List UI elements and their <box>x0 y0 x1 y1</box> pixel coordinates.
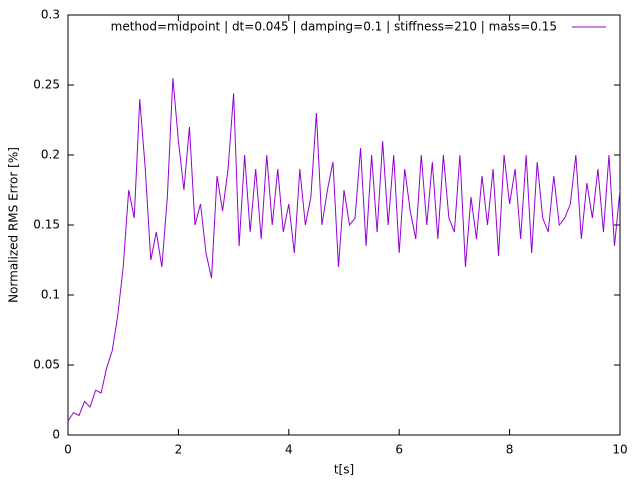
x-tick-label: 8 <box>506 443 514 457</box>
y-tick-label: 0.1 <box>41 288 60 302</box>
legend-label: method=midpoint | dt=0.045 | damping=0.1… <box>111 20 557 34</box>
x-tick-label: 10 <box>612 443 627 457</box>
y-tick-label: 0 <box>52 428 60 442</box>
plot-frame <box>67 14 621 436</box>
y-tick-label: 0.3 <box>41 8 60 22</box>
y-tick-label: 0.05 <box>33 358 60 372</box>
x-tick-label: 0 <box>64 443 72 457</box>
y-axis-label: Normalized RMS Error [%] <box>7 147 21 303</box>
x-axis-label: t[s] <box>334 463 354 477</box>
x-tick-label: 6 <box>395 443 403 457</box>
x-tick-label: 2 <box>175 443 183 457</box>
data-line <box>67 77 621 422</box>
x-tick-label: 4 <box>285 443 293 457</box>
y-tick-label: 0.25 <box>33 78 60 92</box>
y-tick-label: 0.15 <box>33 218 60 232</box>
y-tick-label: 0.2 <box>41 148 60 162</box>
